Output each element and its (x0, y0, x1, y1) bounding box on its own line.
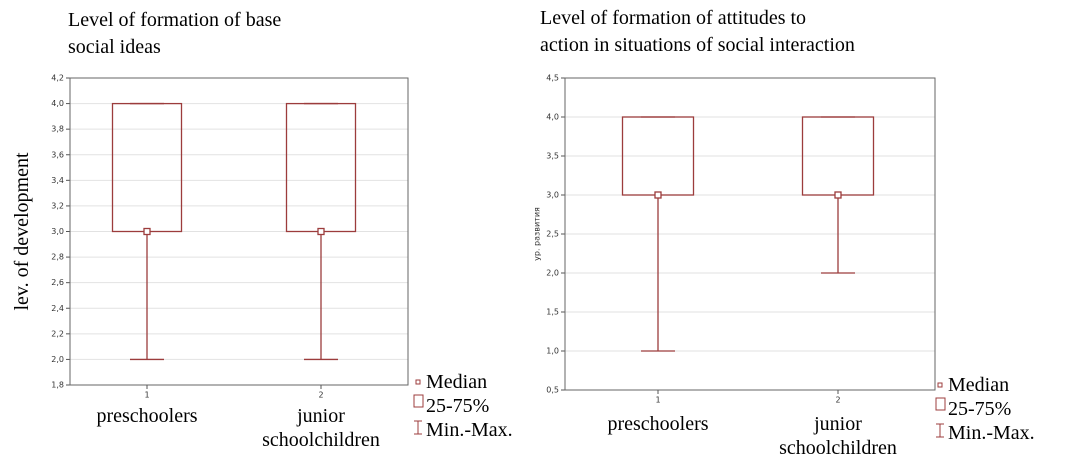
median-marker (143, 227, 151, 236)
legend-label: 25-75% (426, 395, 489, 417)
median-marker (654, 191, 662, 199)
y-axis-label: ур. развития (533, 207, 542, 261)
y-tick-label: 4,2 (51, 74, 64, 83)
chart-title: Level of formation of base (68, 9, 281, 31)
y-tick-label: 2,6 (51, 278, 64, 287)
category-name: preschoolers (96, 405, 197, 427)
y-tick-label: 2,8 (51, 253, 64, 262)
legend-label: Min.-Max. (426, 419, 513, 441)
category-name: preschoolers (607, 413, 708, 435)
y-tick-label: 3,8 (51, 125, 64, 134)
y-tick-label: 3,0 (546, 191, 559, 200)
plot-frame (564, 77, 936, 391)
y-tick-label: 3,2 (51, 201, 64, 210)
x-tick-label: 1 (655, 396, 660, 405)
legend-label: Min.-Max. (948, 422, 1035, 444)
chart-title: Level of formation of attitudes to (540, 7, 806, 29)
x-tick-label: 2 (835, 396, 840, 405)
y-axis-label: lev. of development (11, 152, 33, 311)
legend-box-icon (413, 394, 424, 408)
legend-box-icon (935, 397, 946, 411)
category-name: junior (296, 405, 345, 427)
plot-frame (69, 77, 409, 386)
y-tick-label: 4,5 (546, 74, 559, 83)
y-tick-label: 2,2 (51, 329, 64, 338)
box (111, 102, 183, 233)
legend-label: Median (426, 371, 487, 393)
y-tick-label: 3,6 (51, 150, 64, 159)
box (285, 102, 357, 233)
y-tick-label: 2,0 (51, 355, 64, 364)
y-tick-label: 2,4 (51, 304, 64, 313)
y-tick-label: 0,5 (546, 386, 559, 395)
y-tick-label: 2,0 (546, 269, 559, 278)
y-tick-label: 3,0 (51, 227, 64, 236)
y-tick-label: 4,0 (51, 99, 64, 108)
median-marker (317, 227, 325, 236)
y-tick-label: 3,5 (546, 152, 559, 161)
category-name: schoolchildren (262, 429, 380, 451)
y-tick-label: 1,0 (546, 347, 559, 356)
legend-median-icon (415, 379, 421, 385)
legend-label: Median (948, 374, 1009, 396)
y-tick-label: 1,5 (546, 308, 559, 317)
y-tick-label: 1,8 (51, 381, 64, 390)
x-tick-label: 1 (144, 391, 149, 400)
x-tick-label: 2 (318, 391, 323, 400)
y-tick-label: 4,0 (546, 113, 559, 122)
category-name: schoolchildren (779, 437, 897, 459)
median-marker (834, 191, 842, 199)
chart-title: action in situations of social interacti… (540, 34, 855, 56)
y-tick-label: 2,5 (546, 230, 559, 239)
legend-median-icon (937, 382, 943, 388)
legend-label: 25-75% (948, 398, 1011, 420)
category-name: junior (813, 413, 862, 435)
y-tick-label: 3,4 (51, 176, 64, 185)
chart-title: social ideas (68, 36, 161, 58)
